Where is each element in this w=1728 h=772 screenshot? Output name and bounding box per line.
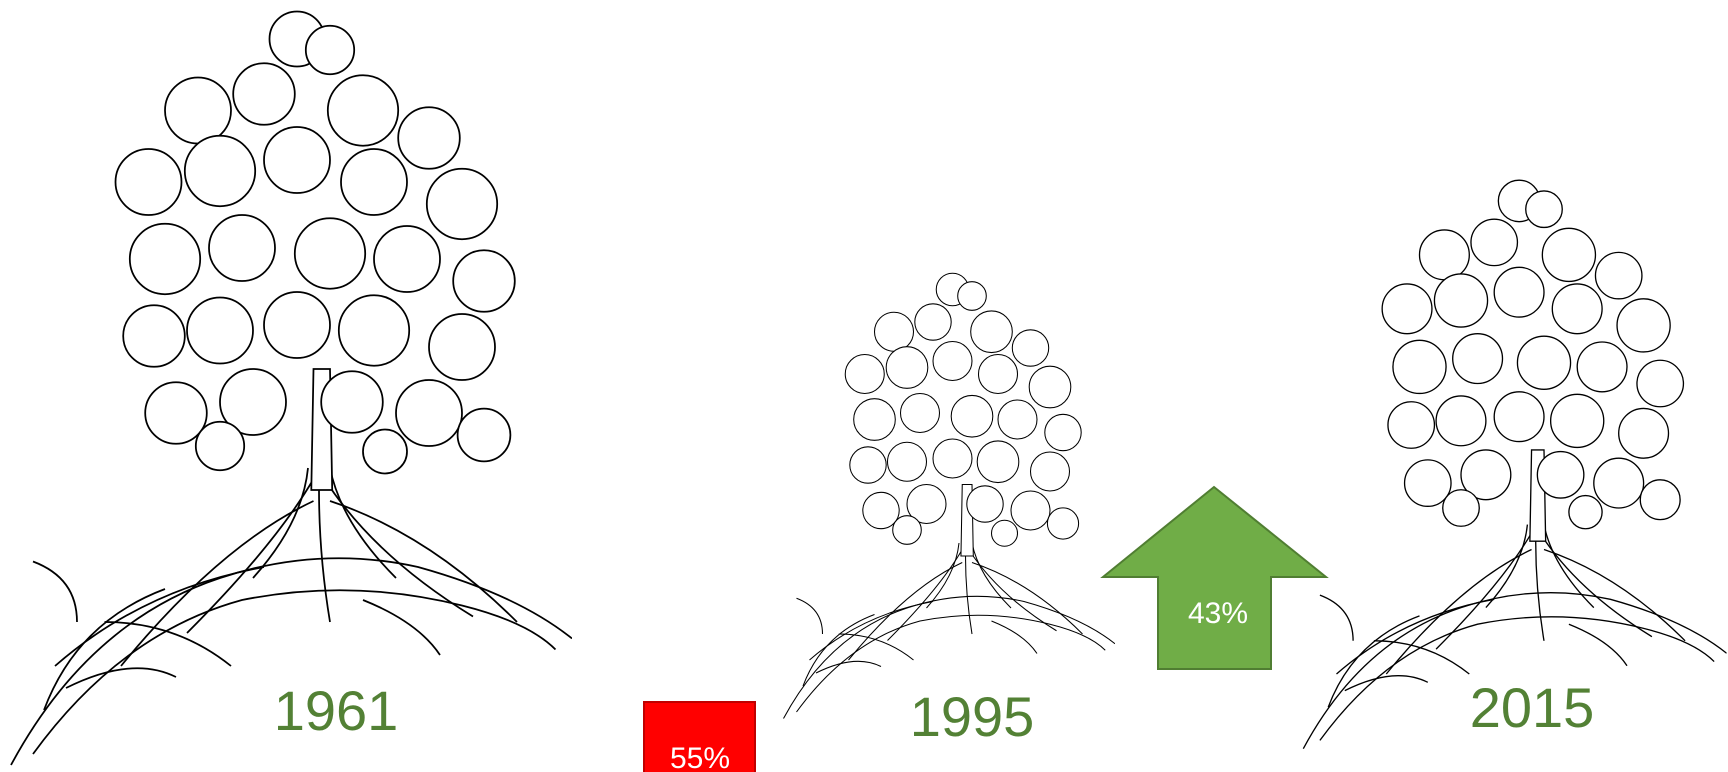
tree-illustration: [11, 12, 572, 766]
page: 1961 1995 2015 55% 43% (() => { const da…: [0, 0, 1728, 772]
change-label: 43%: [1188, 597, 1248, 630]
change-label: 55%: [670, 742, 730, 772]
year-label: 1961: [274, 679, 399, 742]
year-label: 2015: [1470, 676, 1595, 739]
tree-illustration: [1303, 180, 1726, 749]
year-label: 1995: [910, 685, 1035, 748]
increase-arrow: [1103, 487, 1326, 669]
tree-illustration: [784, 273, 1116, 718]
slide: 1961 1995 2015 55% 43%: [0, 0, 1728, 772]
